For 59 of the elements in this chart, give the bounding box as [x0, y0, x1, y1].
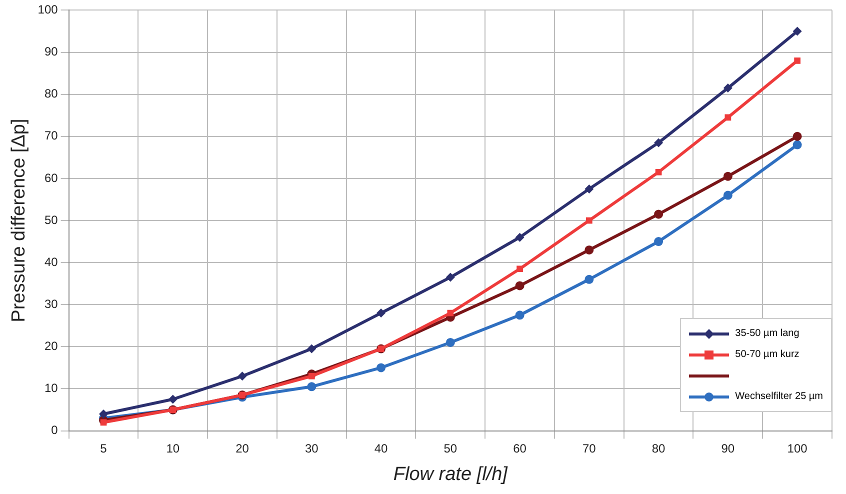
- x-axis-title: Flow rate [l/h]: [393, 464, 508, 485]
- point: [654, 138, 664, 148]
- x-tick-label: 100: [787, 441, 808, 456]
- point: [584, 245, 594, 254]
- point: [584, 184, 594, 194]
- x-tick-label: 60: [513, 441, 527, 456]
- y-tick-label: 100: [38, 2, 58, 17]
- x-tick-label: 90: [721, 441, 735, 456]
- y-tick-label: 40: [44, 254, 58, 269]
- y-tick-label: 70: [44, 128, 58, 143]
- x-tick-label: 20: [236, 441, 250, 456]
- point: [586, 217, 592, 224]
- point: [723, 84, 732, 93]
- x-tick-label: 10: [166, 441, 180, 456]
- point: [515, 232, 524, 242]
- point: [654, 210, 664, 219]
- point: [723, 190, 732, 200]
- point: [794, 57, 800, 64]
- y-tick-label: 20: [44, 338, 58, 353]
- legend-label: 50-70 µm kurz: [735, 349, 800, 360]
- point: [655, 168, 662, 176]
- point: [168, 394, 178, 404]
- y-tick-label: 50: [44, 212, 58, 227]
- point: [446, 338, 455, 347]
- y-tick-label: 60: [44, 170, 58, 185]
- point: [654, 237, 664, 246]
- point: [308, 372, 315, 380]
- y-tick-label: 10: [44, 381, 58, 396]
- x-tick-label: 5: [100, 441, 108, 456]
- y-tick-label: 0: [51, 423, 58, 438]
- point: [447, 310, 454, 316]
- point: [376, 363, 386, 372]
- point: [516, 266, 523, 272]
- point: [100, 419, 107, 426]
- point: [792, 26, 802, 36]
- y-tick-label: 30: [44, 296, 58, 311]
- point: [307, 344, 316, 354]
- x-tick-label: 30: [304, 441, 319, 456]
- legend-label: 35-50 µm lang: [735, 328, 800, 339]
- point: [515, 281, 524, 290]
- point: [446, 272, 455, 282]
- point: [376, 308, 386, 318]
- x-tick-label: 70: [582, 441, 596, 456]
- legend-label: Wechselfilter 25 µm: [735, 391, 823, 402]
- point: [723, 172, 732, 181]
- point: [238, 372, 247, 381]
- point: [515, 310, 524, 320]
- y-axis-title: Pressure difference [Δp]: [8, 118, 30, 322]
- x-tick-label: 50: [444, 441, 458, 456]
- point: [307, 382, 316, 392]
- y-tick-label: 90: [44, 44, 58, 59]
- x-tick-label: 80: [652, 441, 666, 456]
- point: [724, 114, 732, 121]
- x-tick-label: 40: [374, 441, 388, 456]
- point: [792, 140, 802, 150]
- point: [99, 409, 108, 418]
- point: [584, 274, 594, 284]
- point: [792, 132, 802, 141]
- y-tick-label: 80: [44, 86, 58, 101]
